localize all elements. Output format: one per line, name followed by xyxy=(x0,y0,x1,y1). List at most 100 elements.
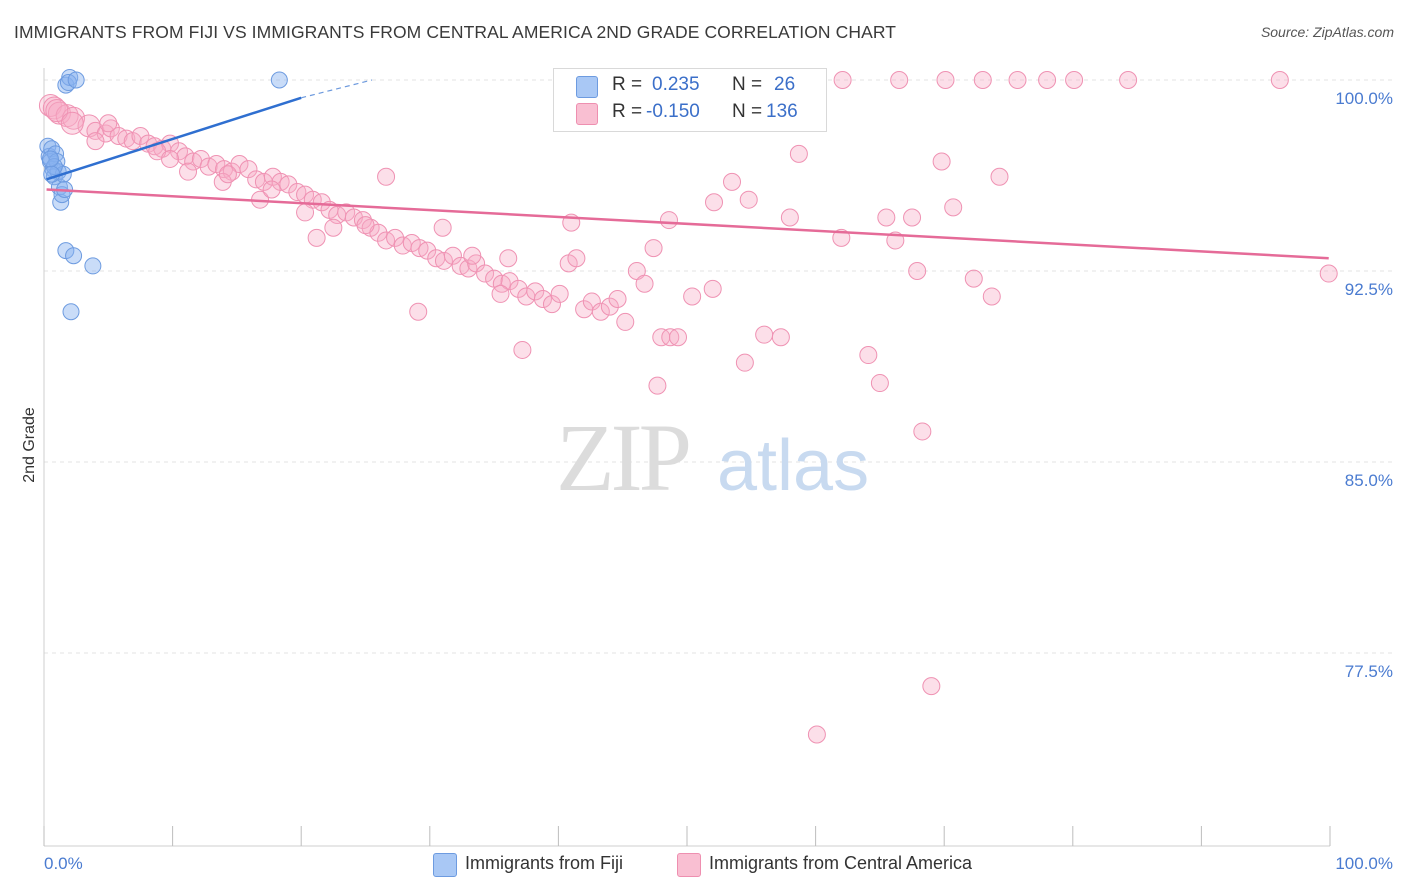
legend-n-label: N = xyxy=(732,101,763,122)
central-america-point xyxy=(296,203,315,222)
central-america-point xyxy=(377,167,396,186)
central-america-point xyxy=(513,340,532,359)
central-america-point xyxy=(922,677,941,696)
central-america-point xyxy=(600,297,619,316)
central-america-point xyxy=(648,376,667,395)
central-america-point xyxy=(877,208,896,227)
central-america-point xyxy=(723,172,742,191)
central-america-point xyxy=(499,249,518,268)
central-america-point xyxy=(608,290,627,309)
legend-n-value: 26 xyxy=(774,74,796,95)
legend-r-value: -0.150 xyxy=(646,101,700,122)
legend-r-label: R = xyxy=(612,74,643,95)
central-america-point xyxy=(60,111,84,135)
central-america-point xyxy=(476,264,495,283)
central-america-point xyxy=(1319,264,1338,283)
central-america-point xyxy=(179,162,198,181)
fiji-legend-swatch xyxy=(433,853,457,877)
central-america-point xyxy=(433,218,452,237)
central-america-point xyxy=(500,272,519,291)
fiji-point xyxy=(41,150,59,168)
central-america-point xyxy=(832,228,851,247)
central-america-point xyxy=(386,228,405,247)
central-america-point xyxy=(591,302,610,321)
central-america-point xyxy=(307,228,326,247)
central-america-point xyxy=(463,246,482,265)
legend-n-value: 136 xyxy=(766,101,798,122)
central-america-point xyxy=(780,208,799,227)
central-america-point xyxy=(1270,71,1289,89)
fiji-point xyxy=(43,165,61,183)
central-america-point xyxy=(324,218,343,237)
central-america-point xyxy=(616,312,635,331)
central-america-point xyxy=(705,193,724,212)
central-america-point xyxy=(964,269,983,288)
fiji-trend-line xyxy=(46,96,302,181)
central-america-legend-swatch xyxy=(677,853,701,877)
central-america-point xyxy=(353,211,372,230)
central-america-point xyxy=(870,374,889,393)
central-america-point xyxy=(567,249,586,268)
fiji-point xyxy=(67,71,85,89)
legend-r-label: R = xyxy=(612,101,643,122)
central-america-point xyxy=(434,251,453,270)
fiji-points xyxy=(39,68,288,321)
chart-title: IMMIGRANTS FROM FIJI VS IMMIGRANTS FROM … xyxy=(14,22,897,42)
watermark-zip: ZIP xyxy=(556,404,689,511)
central-america-point xyxy=(890,71,909,89)
central-america-point xyxy=(239,160,258,179)
central-america-point xyxy=(739,190,758,209)
central-america-point xyxy=(944,198,963,217)
central-america-point xyxy=(230,155,249,174)
central-america-point xyxy=(661,328,680,347)
tick-labels: 100.0% 92.5% 85.0% 77.5% 0.0% 100.0% xyxy=(44,89,1393,873)
central-america-point xyxy=(279,175,298,194)
central-america-point xyxy=(550,284,569,303)
x-tick-label: 100.0% xyxy=(1335,854,1393,873)
central-america-point xyxy=(807,725,826,744)
central-america-point xyxy=(356,216,375,235)
central-america-point xyxy=(542,295,561,314)
central-america-points xyxy=(38,71,1338,744)
central-america-point xyxy=(1008,71,1027,89)
central-america-point xyxy=(86,132,105,151)
central-america-point xyxy=(932,152,951,171)
fiji-swatch xyxy=(576,76,598,98)
source-label: Source: ZipAtlas.com xyxy=(1260,24,1394,40)
central-america-swatch xyxy=(576,103,598,125)
central-america-point xyxy=(582,292,601,311)
watermark-atlas: atlas xyxy=(717,426,869,506)
central-america-point xyxy=(1065,71,1084,89)
central-america-point xyxy=(45,99,69,123)
legend-item-label: Immigrants from Central America xyxy=(709,853,973,873)
central-america-point xyxy=(101,119,120,138)
central-america-point xyxy=(859,346,878,365)
central-america-point xyxy=(218,165,237,184)
series-legend: Immigrants from Fiji Immigrants from Cen… xyxy=(0,851,1406,879)
central-america-point xyxy=(161,149,180,168)
central-america-point xyxy=(982,287,1001,306)
central-america-point xyxy=(409,302,428,321)
fiji-trend-extension xyxy=(301,79,373,99)
central-america-point xyxy=(833,71,852,89)
central-america-point xyxy=(526,282,545,301)
y-axis-title: 2nd Grade xyxy=(21,407,38,483)
central-america-point xyxy=(683,287,702,306)
central-america-point xyxy=(755,325,774,344)
x-tick-label: 0.0% xyxy=(44,854,83,873)
fiji-point xyxy=(57,76,75,94)
trend-lines xyxy=(46,79,1329,260)
fiji-point xyxy=(270,71,288,89)
central-america-trend-line xyxy=(46,188,1329,260)
central-america-point xyxy=(131,127,150,146)
central-america-point xyxy=(908,262,927,280)
central-america-point xyxy=(443,246,462,265)
central-america-point xyxy=(735,353,754,372)
central-america-point xyxy=(903,208,922,227)
central-america-point xyxy=(659,211,678,230)
central-america-point xyxy=(990,167,1009,186)
central-america-point xyxy=(1038,71,1057,89)
central-america-point xyxy=(771,328,790,347)
central-america-point xyxy=(703,279,722,298)
